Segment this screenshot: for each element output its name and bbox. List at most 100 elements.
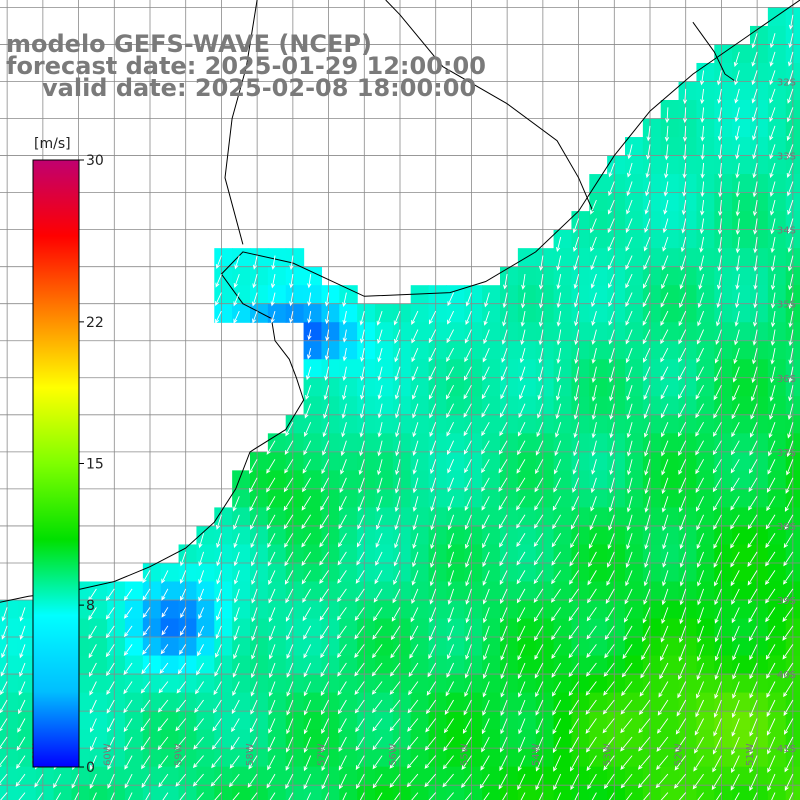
- wind-speed-cell: [642, 248, 662, 268]
- wind-arrow: [483, 329, 490, 345]
- wind-speed-cell: [267, 711, 287, 731]
- wind-arrow: [679, 292, 687, 308]
- wind-speed-cell: [642, 655, 662, 675]
- wind-arrow: [319, 625, 329, 640]
- wind-arrow: [16, 792, 26, 800]
- wind-arrow: [748, 607, 758, 623]
- wind-arrow: [339, 496, 347, 512]
- wind-arrow: [627, 144, 633, 160]
- wind-arrow: [175, 736, 187, 750]
- wind-speed-cell: [285, 303, 305, 323]
- wind-speed-cell: [607, 655, 626, 675]
- wind-speed-cell: [571, 562, 590, 583]
- wind-arrow: [783, 699, 794, 716]
- wind-arrow: [696, 514, 705, 531]
- wind-speed-cell: [482, 285, 501, 305]
- wind-arrow: [608, 514, 615, 531]
- wind-speed-cell: [410, 674, 430, 694]
- wind-speed-cell: [285, 507, 305, 527]
- wind-arrow: [731, 736, 740, 756]
- wind-arrow: [552, 496, 562, 511]
- wind-arrow: [447, 588, 455, 605]
- wind-arrow: [157, 718, 169, 732]
- wind-speed-cell: [410, 766, 430, 786]
- wind-speed-cell: [625, 266, 644, 286]
- wind-speed-cell: [642, 192, 662, 212]
- wind-speed-cell: [267, 451, 287, 471]
- wind-arrow: [179, 644, 187, 655]
- wind-arrow: [681, 218, 687, 234]
- wind-arrow: [608, 181, 615, 197]
- wind-arrow: [716, 70, 722, 86]
- wind-speed-cell: [303, 525, 323, 546]
- wind-arrow: [714, 347, 722, 364]
- wind-speed-cell: [535, 637, 555, 657]
- wind-arrow: [284, 440, 294, 456]
- wind-speed-cell: [250, 248, 269, 268]
- wind-arrow: [464, 347, 472, 363]
- wind-arrow: [637, 755, 651, 770]
- wind-arrow: [371, 681, 383, 695]
- wind-speed-cell: [410, 377, 430, 397]
- latitude-label: 38S: [777, 522, 796, 533]
- wind-arrow: [678, 440, 687, 457]
- wind-speed-cell: [696, 766, 715, 786]
- wind-speed-cell: [642, 711, 662, 731]
- wind-arrow: [301, 551, 312, 566]
- wind-speed-cell: [160, 785, 180, 800]
- wind-speed-cell: [500, 303, 519, 323]
- wind-speed-cell: [250, 544, 269, 564]
- wind-speed-cell: [303, 322, 323, 342]
- wind-arrow: [752, 329, 758, 346]
- wind-arrow: [588, 533, 597, 549]
- wind-speed-cell: [160, 618, 180, 638]
- wind-arrow: [320, 496, 329, 511]
- wind-arrow: [770, 236, 776, 254]
- wind-arrow: [321, 718, 330, 734]
- wind-arrow: [591, 292, 597, 308]
- wind-arrow: [752, 792, 758, 800]
- wind-arrow: [712, 496, 722, 512]
- wind-arrow: [232, 496, 240, 512]
- wind-speed-cell: [53, 766, 73, 786]
- wind-arrow: [412, 496, 419, 512]
- wind-arrow: [214, 662, 222, 677]
- wind-arrow: [730, 477, 740, 492]
- wind-arrow: [215, 625, 222, 640]
- wind-speed-cell: [732, 266, 751, 286]
- wind-speed-cell: [71, 785, 90, 800]
- wind-arrow: [767, 773, 776, 792]
- wind-arrow: [249, 718, 258, 733]
- wind-speed-cell: [303, 692, 323, 712]
- wind-arrow: [465, 644, 472, 660]
- wind-arrow: [266, 773, 276, 789]
- wind-speed-cell: [107, 655, 126, 675]
- wind-speed-cell: [500, 285, 519, 305]
- wind-arrow: [626, 533, 633, 550]
- wind-speed-cell: [553, 637, 573, 657]
- wind-arrow: [0, 736, 8, 749]
- wind-speed-cell: [303, 451, 323, 471]
- wind-speed-cell: [107, 711, 126, 731]
- wind-speed-cell: [660, 766, 680, 786]
- wind-arrow: [424, 755, 437, 769]
- wind-speed-cell: [589, 211, 608, 231]
- wind-arrow: [643, 792, 651, 800]
- wind-speed-cell: [375, 766, 394, 786]
- wind-speed-cell: [214, 785, 233, 800]
- wind-arrow: [678, 347, 687, 363]
- wind-arrow: [342, 329, 347, 343]
- wind-arrow: [696, 366, 704, 382]
- wind-arrow: [140, 718, 151, 732]
- longitude-label: 58W: [245, 743, 256, 766]
- wind-speed-cell: [732, 748, 751, 768]
- wind-speed-cell: [357, 359, 376, 379]
- wind-speed-cell: [589, 322, 608, 342]
- wind-arrow: [625, 310, 633, 326]
- wind-arrow: [196, 662, 204, 676]
- wind-speed-cell: [482, 340, 501, 360]
- wind-speed-cell: [607, 266, 626, 286]
- wind-arrow: [502, 310, 508, 327]
- wind-speed-cell: [678, 192, 698, 212]
- wind-speed-cell: [321, 396, 340, 416]
